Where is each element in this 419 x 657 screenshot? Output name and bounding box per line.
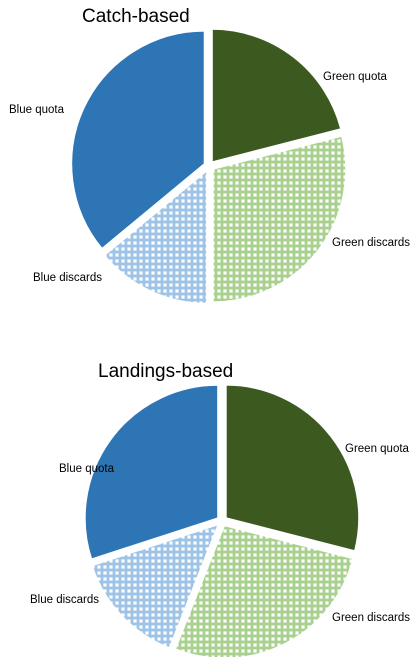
pie-slice-blue-discards (90, 523, 220, 650)
pie-slice-blue-quota (84, 384, 219, 561)
pie-slice-blue-discards (103, 168, 208, 305)
slice-label: Blue discards (33, 272, 102, 284)
pie-slice-blue-quota (70, 30, 206, 250)
slice-label: Green discards (332, 612, 410, 624)
chart-title: Catch-based (82, 6, 190, 27)
catch-based-chart: Catch-based Green quota Green discards Blu… (9, 6, 410, 305)
pie-slice-green-quota (225, 384, 360, 552)
slice-label: Green quota (345, 443, 410, 455)
slice-label: Blue discards (30, 594, 99, 606)
landings-based-pie: Green quota Green discards Blue discards Bl… (30, 384, 410, 657)
slice-label: Blue quota (59, 463, 115, 475)
pie-slice-green-discards (174, 524, 355, 657)
catch-based-pie: Green quota Green discards Blue discards Bl… (9, 28, 410, 305)
slice-label: Blue quota (9, 104, 65, 116)
pie-slice-green-quota (211, 28, 342, 164)
chart-title: Landings-based (98, 361, 233, 382)
landings-based-chart: Landings-based Green quota Green discards… (30, 361, 410, 657)
slice-label: Green discards (332, 237, 410, 249)
pie-slice-green-discards (212, 135, 347, 303)
slice-label: Green quota (323, 71, 388, 83)
